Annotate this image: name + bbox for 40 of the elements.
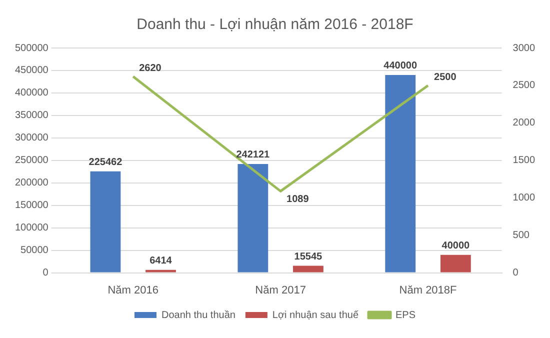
y-tick-label: 50000 (20, 245, 49, 256)
data-label: 440000 (384, 60, 418, 72)
data-label: 6414 (150, 256, 172, 267)
y2-tick-label: 3000 (512, 42, 536, 54)
y-tick-label: 100000 (14, 222, 49, 234)
y2-tick-label: 1500 (512, 155, 536, 166)
y2-tick-label: 2500 (512, 80, 536, 92)
bar (90, 171, 121, 272)
bar (385, 74, 416, 272)
legend-label: Doanh thu thuần (161, 310, 236, 321)
data-label: 242121 (236, 150, 270, 161)
x-tick-label: Năm 2016 (108, 284, 158, 296)
y-tick-label: 500000 (14, 42, 49, 54)
legend-label: Lợi nhuận sau thuế (272, 310, 359, 321)
data-label: 1089 (286, 194, 310, 205)
y2-tick-label: 0 (512, 268, 519, 279)
x-tick-label: Năm 2017 (255, 284, 306, 296)
y2-tick-label: 1000 (512, 192, 536, 204)
y-tick-label: 0 (42, 268, 49, 279)
data-label: 2620 (139, 63, 162, 74)
data-label: 40000 (442, 240, 470, 252)
x-tick-label: Năm 2018F (399, 284, 458, 296)
bar (146, 270, 176, 272)
y2-tick-label: 500 (512, 230, 530, 242)
y-tick-label: 400000 (14, 88, 49, 99)
y2-tick-label: 2000 (512, 118, 536, 129)
y-tick-label: 250000 (14, 155, 49, 166)
bar (238, 164, 268, 272)
y-tick-label: 200000 (14, 178, 49, 189)
y-tick-label: 150000 (14, 200, 49, 212)
y-tick-label: 450000 (14, 65, 49, 76)
bar (293, 266, 324, 272)
legend-label: EPS (396, 310, 416, 321)
data-label: 15545 (294, 252, 323, 263)
y-tick-label: 350000 (14, 110, 49, 122)
chart-title: Doanh thu - Lợi nhuận năm 2016 - 2018F (136, 16, 414, 34)
y-tick-label: 300000 (14, 132, 49, 144)
bar (440, 254, 471, 272)
data-label: 225462 (88, 157, 123, 168)
data-label: 2500 (434, 72, 457, 84)
